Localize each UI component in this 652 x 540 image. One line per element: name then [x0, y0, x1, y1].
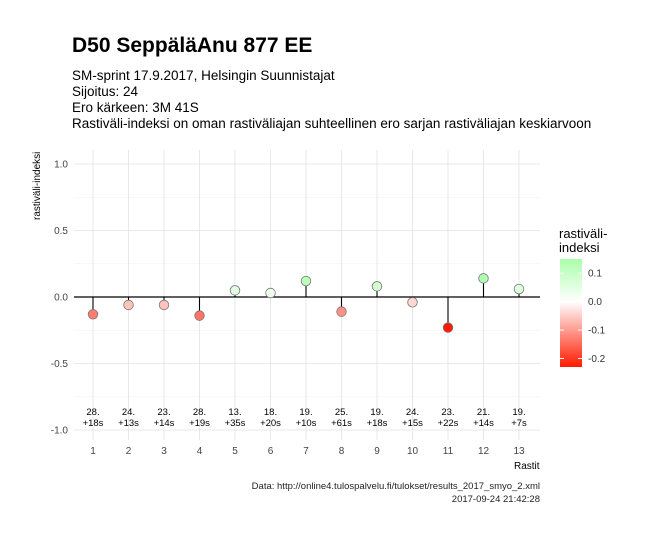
- chart-subtitle: SM-sprint 17.9.2017, Helsingin Suunnista…: [72, 68, 591, 132]
- y-tick-label: -0.5: [51, 359, 69, 370]
- rank-label: 24.: [406, 407, 419, 418]
- subtitle-gap: Ero kärkeen: 3M 41S: [72, 100, 199, 115]
- data-point: [265, 287, 276, 299]
- x-tick-label: 13: [513, 446, 525, 457]
- x-tick-label: 10: [407, 446, 419, 457]
- diff-label: +18s: [367, 418, 388, 429]
- data-point: [123, 299, 134, 311]
- legend-title: rastiväli- indeksi: [559, 227, 607, 255]
- rank-label: 18.: [264, 407, 277, 418]
- data-point: [300, 275, 312, 287]
- diff-label: +20s: [260, 418, 281, 429]
- series-points: 28.+18s24.+13s23.+14s28.+19s13.+35s18.+2…: [83, 273, 527, 429]
- rank-label: 23.: [441, 407, 454, 418]
- caption-source: Data: http://online4.tulospalvelu.fi/tul…: [251, 481, 540, 492]
- legend-tick-label: 0.1: [588, 269, 602, 280]
- data-point: [87, 309, 99, 320]
- rank-label: 19.: [512, 407, 525, 418]
- diff-label: +13s: [118, 418, 139, 429]
- x-tick-label: 3: [161, 446, 167, 457]
- diff-label: +22s: [438, 418, 459, 429]
- subtitle-description: Rastiväli-indeksi on oman rastiväliajan …: [72, 116, 592, 131]
- x-tick-label: 11: [443, 446, 454, 457]
- data-point: [371, 281, 383, 292]
- x-tick-label: 6: [268, 446, 274, 457]
- data-point: [407, 297, 418, 308]
- data-point: [442, 322, 454, 333]
- rank-label: 28.: [86, 407, 99, 418]
- y-tick-label: 0.0: [54, 293, 68, 304]
- diff-label: +19s: [189, 418, 210, 429]
- rank-label: 19.: [370, 407, 383, 418]
- data-point: [478, 273, 489, 284]
- legend-colorbar: [560, 259, 582, 367]
- chart-title: D50 SeppäläAnu 877 EE: [72, 34, 313, 57]
- subtitle-rank: Sijoitus: 24: [72, 84, 139, 99]
- y-tick-label: -1.0: [51, 426, 69, 437]
- diff-label: +35s: [225, 418, 246, 429]
- diff-label: +7s: [511, 418, 527, 429]
- legend-tick-label: 0.0: [588, 297, 602, 308]
- rank-label: 24.: [122, 407, 135, 418]
- legend-tick-label: -0.2: [588, 354, 606, 365]
- data-point: [336, 306, 347, 317]
- x-tick-label: 12: [478, 446, 490, 457]
- diff-label: +15s: [402, 418, 423, 429]
- diff-label: +14s: [473, 418, 494, 429]
- x-tick-label: 7: [303, 446, 309, 457]
- grid: [74, 150, 540, 440]
- x-tick-label: 4: [197, 446, 203, 457]
- y-tick-label: 0.5: [54, 226, 68, 237]
- diff-label: +61s: [331, 418, 352, 429]
- x-tick-label: 5: [232, 446, 238, 457]
- diff-label: +10s: [296, 418, 317, 429]
- y-axis-label: rastiväli-indeksi: [32, 151, 43, 220]
- x-tick-label: 8: [339, 446, 345, 457]
- data-point: [229, 285, 241, 296]
- data-point: [158, 299, 170, 311]
- y-tick-label: 1.0: [54, 160, 68, 171]
- rank-label: 13.: [228, 407, 241, 418]
- diff-label: +18s: [83, 418, 104, 429]
- x-tick-label: 2: [126, 446, 132, 457]
- legend-tick-label: -0.1: [588, 326, 606, 337]
- x-tick-label: 9: [374, 446, 380, 457]
- legend-title-line2: indeksi: [559, 240, 600, 255]
- diff-label: +14s: [154, 418, 175, 429]
- rank-label: 28.: [193, 407, 206, 418]
- rank-label: 19.: [299, 407, 312, 418]
- rank-label: 21.: [477, 407, 490, 418]
- rank-label: 25.: [335, 407, 348, 418]
- x-tick-label: 1: [90, 446, 96, 457]
- rank-label: 23.: [157, 407, 170, 418]
- x-axis-label: Rastit: [514, 461, 540, 472]
- legend-title-line1: rastiväli-: [559, 226, 608, 241]
- subtitle-event: SM-sprint 17.9.2017, Helsingin Suunnista…: [72, 68, 335, 83]
- data-point: [194, 310, 205, 321]
- data-point: [513, 283, 525, 295]
- caption-timestamp: 2017-09-24 21:42:28: [451, 494, 540, 505]
